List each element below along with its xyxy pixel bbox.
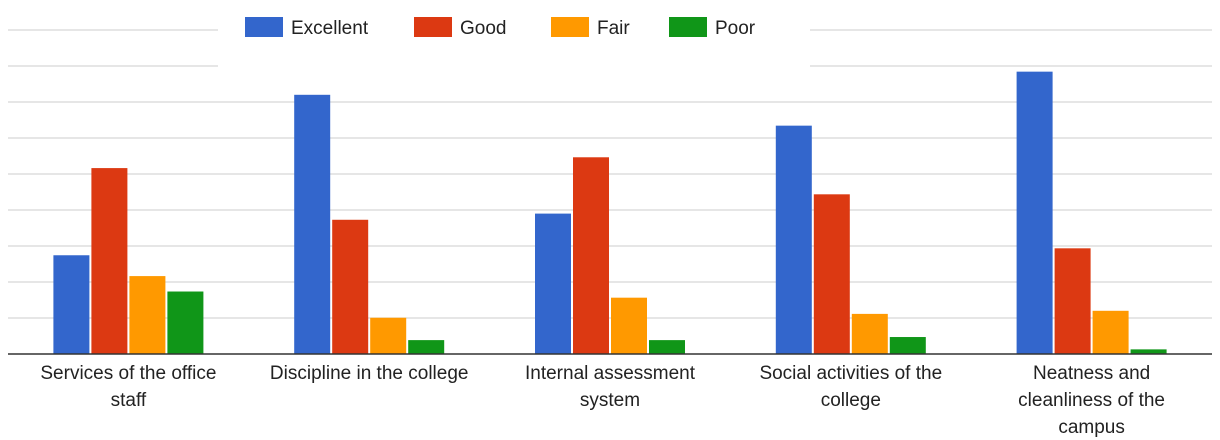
legend-label-fair: Fair <box>597 18 630 39</box>
legend-background <box>218 8 810 70</box>
bar-excellent-4 <box>1016 71 1053 355</box>
bar-good-3 <box>813 194 850 354</box>
legend-swatch-excellent <box>245 17 283 37</box>
bar-excellent-1 <box>294 94 331 355</box>
bar-poor-3 <box>889 337 926 354</box>
bar-fair-3 <box>851 313 888 354</box>
x-axis-labels: Services of the office staff Discipline in… <box>40 363 1165 438</box>
legend-swatch-good <box>414 17 452 37</box>
bars <box>53 71 1167 355</box>
bar-poor-4 <box>1130 349 1167 354</box>
x-tick-label-2: Internal assessment system <box>525 363 696 411</box>
x-tick-label-0: Services of the office staff <box>40 363 216 411</box>
legend-swatch-fair <box>551 17 589 37</box>
legend: Excellent Good Fair Poor <box>218 8 810 70</box>
bar-good-4 <box>1054 248 1091 354</box>
bar-good-2 <box>573 157 609 354</box>
bar-poor-2 <box>649 340 685 354</box>
legend-label-poor: Poor <box>715 18 756 39</box>
x-tick-label-1: Discipline in the college <box>270 363 469 384</box>
legend-swatch-poor <box>669 17 707 37</box>
bar-good-1 <box>332 219 369 354</box>
bar-fair-2 <box>611 297 647 354</box>
bar-fair-4 <box>1092 310 1129 354</box>
x-tick-label-3: Social activities of the college <box>759 363 942 411</box>
bar-excellent-2 <box>535 213 571 354</box>
bar-good-0 <box>91 168 128 354</box>
bar-fair-0 <box>129 276 166 354</box>
bar-fair-1 <box>370 317 407 354</box>
bar-excellent-0 <box>53 255 90 354</box>
legend-label-excellent: Excellent <box>291 18 369 39</box>
legend-label-good: Good <box>460 18 506 39</box>
x-tick-label-4: Neatness and cleanliness of the campus <box>1018 363 1165 438</box>
bar-excellent-3 <box>775 125 812 355</box>
bar-poor-0 <box>167 291 204 354</box>
bar-poor-1 <box>408 340 445 354</box>
